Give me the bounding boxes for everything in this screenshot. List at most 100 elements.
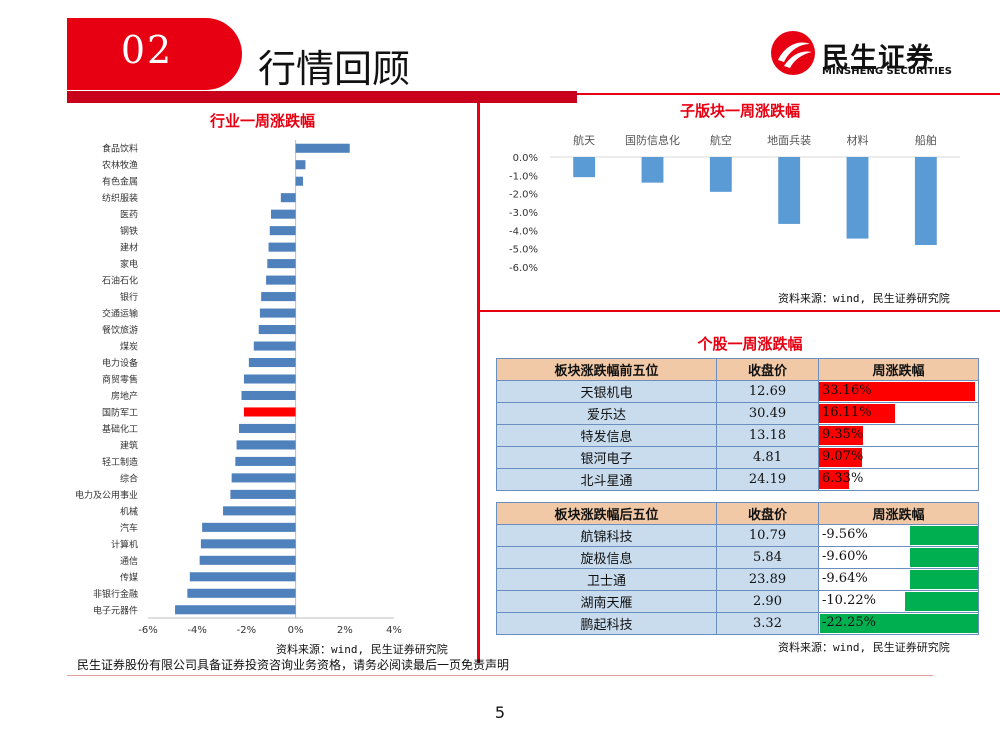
subsector-category-label: 航空 bbox=[710, 133, 732, 147]
stock-change: -9.56% bbox=[818, 524, 979, 547]
stock-change: 33.16% bbox=[818, 380, 979, 403]
industry-category-label: 有色金属 bbox=[102, 176, 138, 188]
industry-category-label: 计算机 bbox=[111, 538, 138, 550]
y-tick-label: -2.0% bbox=[509, 190, 538, 201]
change-bar bbox=[905, 592, 978, 611]
change-text: -9.64% bbox=[822, 571, 868, 586]
y-tick-label: -5.0% bbox=[509, 245, 538, 256]
x-tick-label: -4% bbox=[187, 625, 206, 636]
industry-chart-source: 资料来源：wind, 民生证券研究院 bbox=[276, 643, 448, 656]
change-bar bbox=[909, 570, 978, 589]
industry-category-label: 餐饮旅游 bbox=[102, 324, 138, 336]
header-change: 周涨跌幅 bbox=[818, 502, 979, 525]
change-bar bbox=[819, 448, 862, 467]
industry-category-label: 纺织服装 bbox=[102, 192, 138, 204]
change-text: 9.35% bbox=[822, 427, 864, 442]
change-bar bbox=[819, 382, 975, 401]
subsector-category-label: 国防信息化 bbox=[625, 133, 680, 147]
table-row: 旋极信息 5.84 -9.60% bbox=[496, 546, 979, 569]
industry-category-label: 通信 bbox=[120, 555, 138, 567]
industry-category-label: 房地产 bbox=[111, 390, 138, 402]
industry-category-label: 建材 bbox=[120, 242, 138, 254]
stock-change: 16.11% bbox=[818, 402, 979, 425]
industry-bar bbox=[231, 473, 296, 483]
industry-bar bbox=[230, 489, 296, 499]
x-tick-label: 2% bbox=[337, 625, 353, 636]
subsector-category-label: 船舶 bbox=[915, 133, 937, 147]
stock-name: 北斗星通 bbox=[496, 468, 717, 491]
subsector-chart-source: 资料来源：wind, 民生证券研究院 bbox=[778, 292, 950, 305]
stock-price: 4.81 bbox=[716, 446, 819, 469]
industry-category-label: 非银行金融 bbox=[93, 588, 138, 600]
industry-category-label: 电力设备 bbox=[102, 357, 138, 369]
header-divider-bar bbox=[67, 91, 577, 103]
y-tick-label: -4.0% bbox=[509, 226, 538, 237]
change-bar bbox=[819, 404, 895, 423]
stock-price: 24.19 bbox=[716, 468, 819, 491]
industry-bar bbox=[268, 242, 296, 252]
industry-bar bbox=[258, 325, 296, 335]
stock-price: 30.49 bbox=[716, 402, 819, 425]
industry-bar bbox=[175, 605, 296, 615]
industry-category-label: 钢铁 bbox=[120, 225, 138, 237]
industry-bar bbox=[243, 374, 296, 384]
minsheng-logo-icon bbox=[771, 31, 815, 75]
table-header-row: 板块涨跌幅前五位 收盘价 周涨跌幅 bbox=[496, 358, 979, 381]
table-row: 鹏起科技 3.32 -22.25% bbox=[496, 612, 979, 635]
industry-category-label: 家电 bbox=[120, 258, 138, 270]
stock-change: -9.60% bbox=[818, 546, 979, 569]
stock-name: 银河电子 bbox=[496, 446, 717, 469]
header-sector: 板块涨跌幅后五位 bbox=[496, 502, 717, 525]
y-tick-label: -1.0% bbox=[509, 171, 538, 182]
industry-bar bbox=[241, 390, 296, 401]
change-bar bbox=[909, 548, 978, 567]
stock-name: 鹏起科技 bbox=[496, 612, 717, 635]
industry-category-label: 电子元器件 bbox=[93, 604, 138, 616]
stock-price: 12.69 bbox=[716, 380, 819, 403]
subsector-chart-title: 子版块一周涨跌幅 bbox=[679, 102, 800, 120]
table-row: 卫士通 23.89 -9.64% bbox=[496, 568, 979, 591]
stock-change: -9.64% bbox=[818, 568, 979, 591]
industry-category-label: 交通运输 bbox=[102, 308, 138, 320]
table-row: 航锦科技 10.79 -9.56% bbox=[496, 524, 979, 547]
stock-name: 航锦科技 bbox=[496, 524, 717, 547]
table-row: 爱乐达 30.49 16.11% bbox=[496, 402, 979, 425]
industry-category-label: 综合 bbox=[120, 472, 138, 484]
subsector-bar bbox=[709, 157, 732, 192]
industry-bar bbox=[236, 440, 296, 450]
stock-change: 9.07% bbox=[818, 446, 979, 469]
industry-category-label: 煤炭 bbox=[120, 341, 138, 353]
industry-bar bbox=[271, 209, 296, 219]
industry-bar bbox=[267, 259, 296, 269]
industry-category-label: 农林牧渔 bbox=[102, 159, 138, 171]
industry-bar bbox=[248, 357, 296, 368]
table-row: 北斗星通 24.19 6.33% bbox=[496, 468, 979, 491]
industry-category-label: 商贸零售 bbox=[102, 374, 138, 386]
table-row: 湖南天雁 2.90 -10.22% bbox=[496, 590, 979, 613]
header-close: 收盘价 bbox=[716, 358, 819, 381]
industry-bar bbox=[239, 423, 296, 433]
header-sector: 板块涨跌幅前五位 bbox=[496, 358, 717, 381]
change-text: 33.16% bbox=[822, 383, 872, 398]
stock-change: 9.35% bbox=[818, 424, 979, 447]
stocks-title: 个股一周涨跌幅 bbox=[697, 335, 803, 353]
industry-bar bbox=[199, 555, 296, 565]
industry-bar bbox=[187, 588, 296, 598]
industry-bar bbox=[269, 226, 296, 236]
stock-price: 5.84 bbox=[716, 546, 819, 569]
industry-bar bbox=[202, 522, 296, 532]
industry-bar bbox=[295, 160, 306, 170]
stock-name: 天银机电 bbox=[496, 380, 717, 403]
change-bar bbox=[819, 426, 863, 445]
x-tick-label: 4% bbox=[386, 625, 402, 636]
stock-name: 卫士通 bbox=[496, 568, 717, 591]
industry-category-label: 食品饮料 bbox=[102, 143, 138, 155]
header-change: 周涨跌幅 bbox=[818, 358, 979, 381]
y-tick-label: 0.0% bbox=[513, 153, 538, 164]
table-header-row: 板块涨跌幅后五位 收盘价 周涨跌幅 bbox=[496, 502, 979, 525]
stock-change: 6.33% bbox=[818, 468, 979, 491]
change-bar bbox=[819, 470, 849, 489]
y-tick-label: -3.0% bbox=[509, 208, 538, 219]
change-text: 9.07% bbox=[822, 449, 864, 464]
top-losers-table: 板块涨跌幅后五位 收盘价 周涨跌幅 航锦科技 10.79 -9.56% 旋极信息… bbox=[496, 502, 979, 635]
